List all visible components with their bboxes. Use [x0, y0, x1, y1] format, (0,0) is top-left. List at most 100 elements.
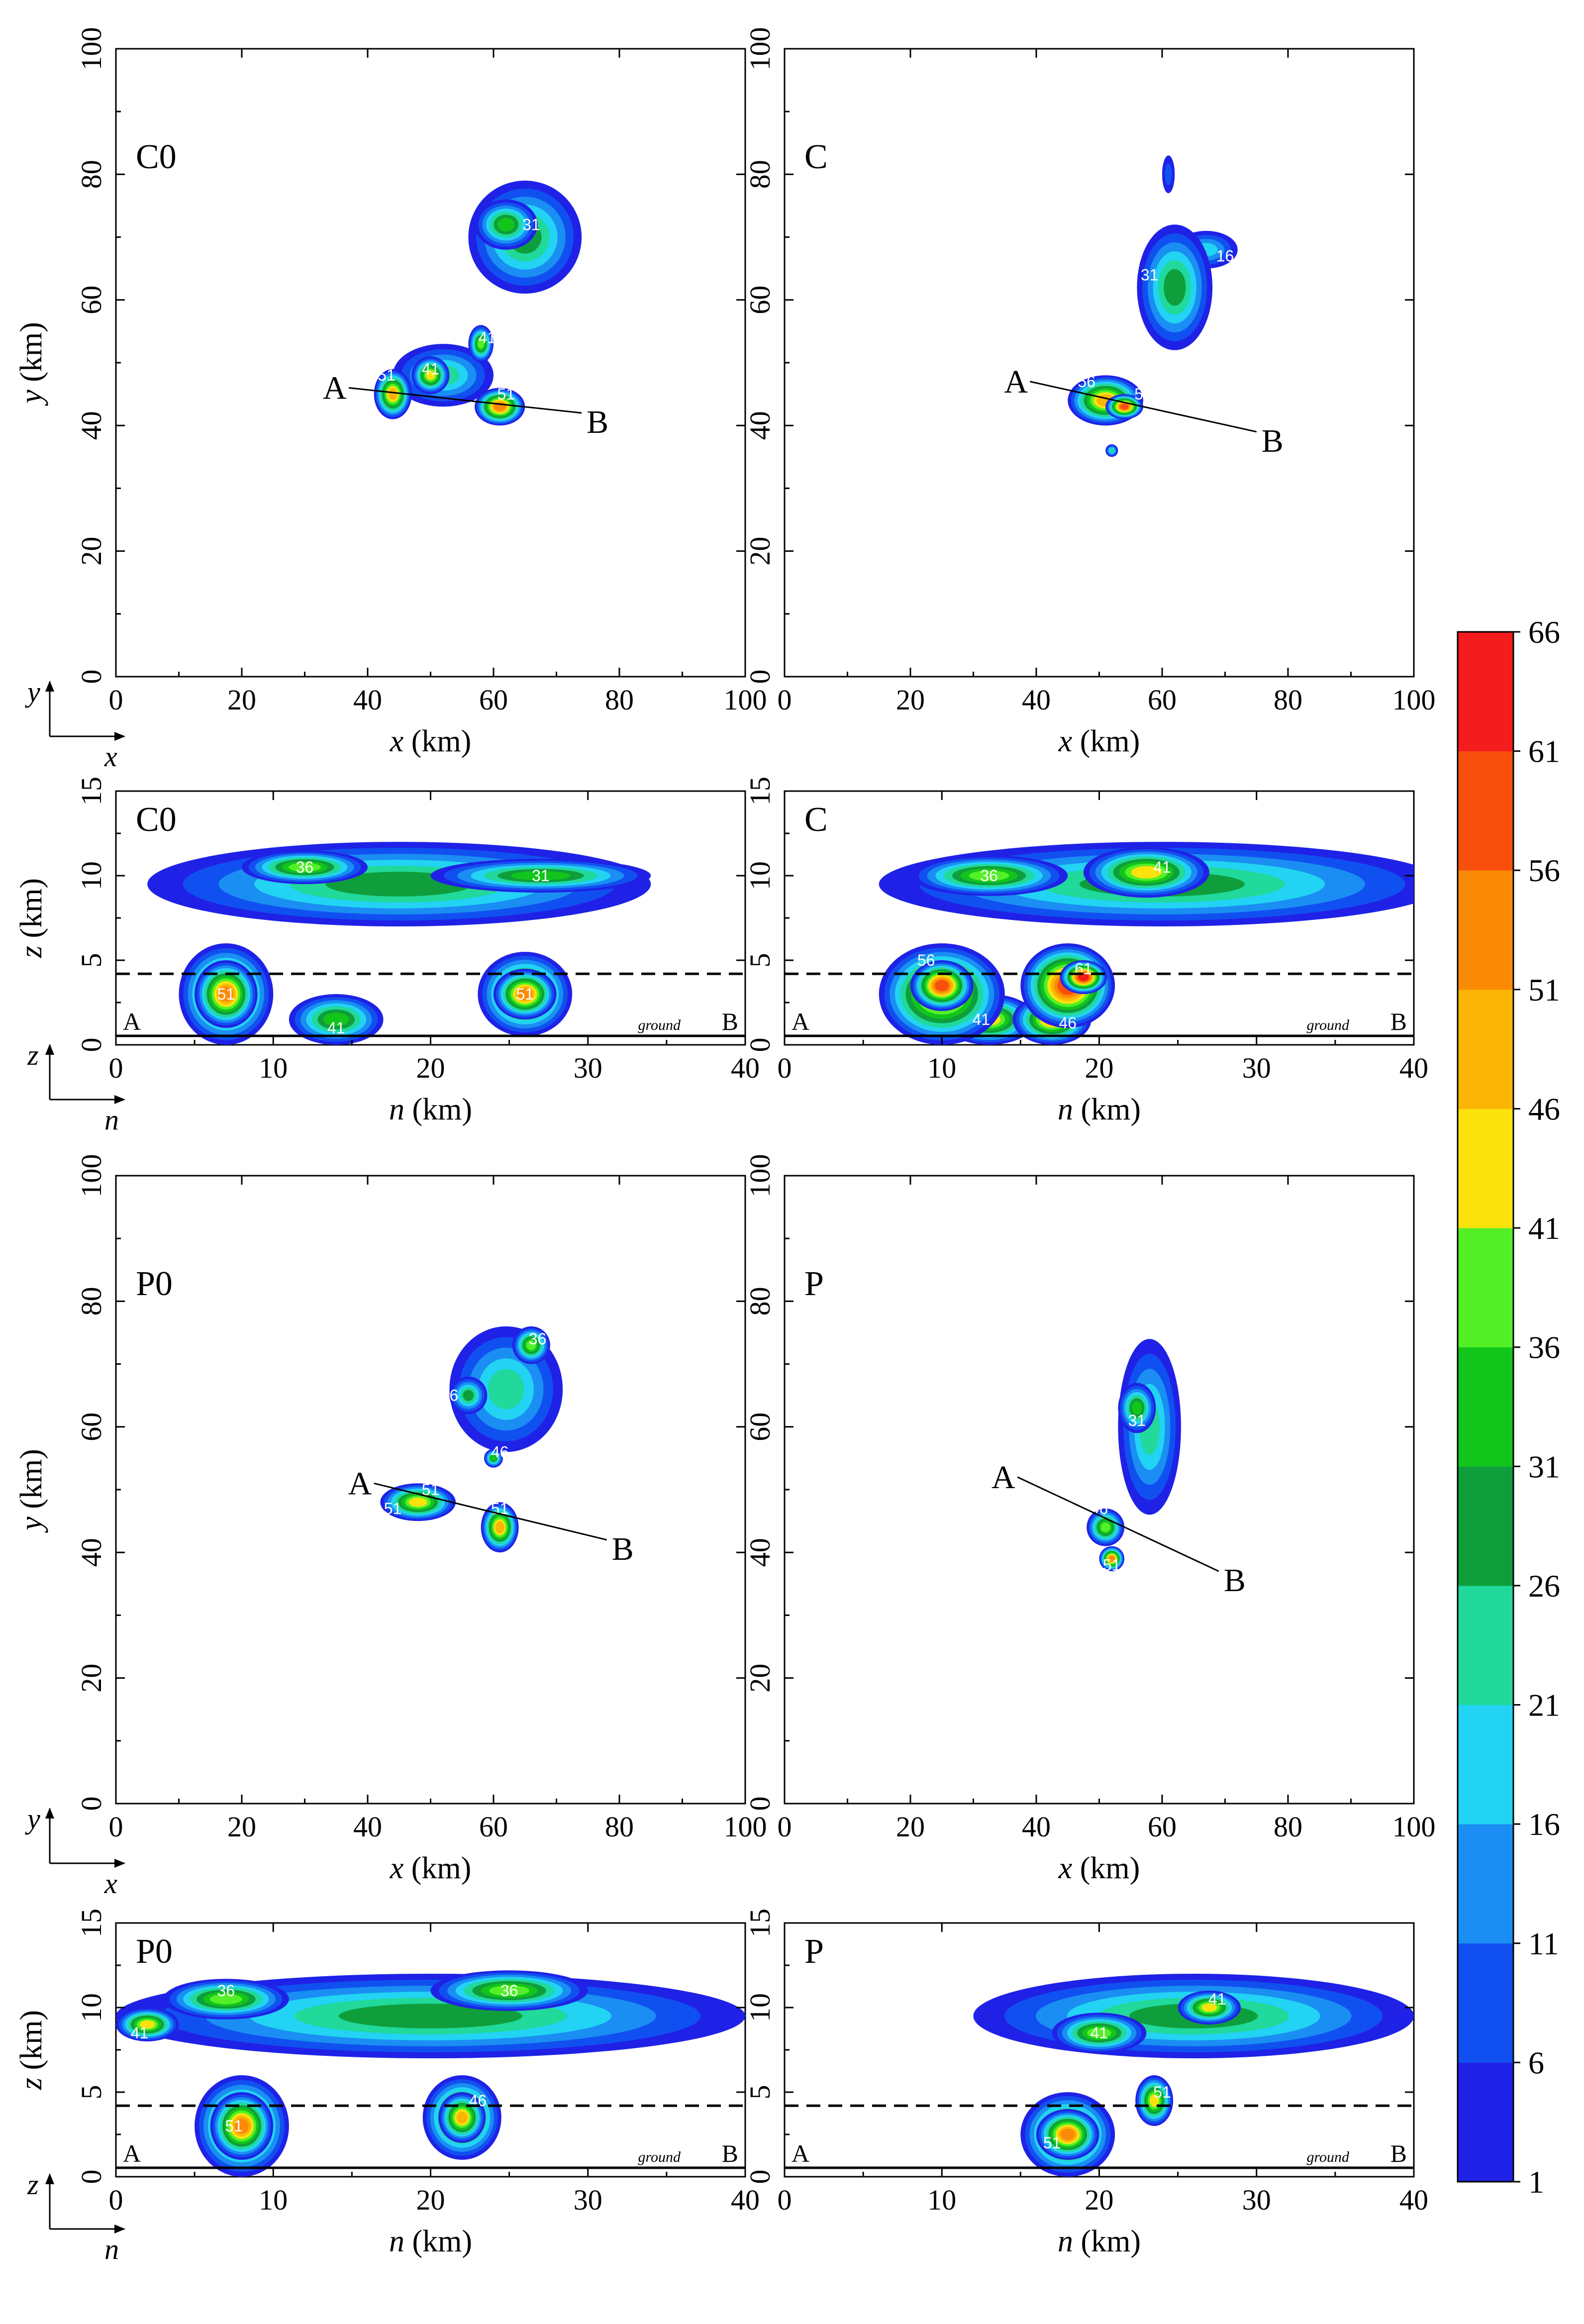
reflectivity-contour [1100, 1522, 1110, 1532]
panel-label: C [804, 138, 828, 176]
x-tick-label: 20 [896, 684, 925, 716]
x-tick-label: 80 [605, 684, 634, 716]
colorbar-band [1458, 751, 1513, 871]
contour-value-label: 46 [1059, 1014, 1077, 1032]
y-tick-label: 0 [75, 1797, 107, 1811]
reflectivity-contour [139, 2020, 155, 2029]
reflectivity-contour [388, 388, 397, 400]
x-tick-label: 80 [605, 1811, 634, 1843]
y-tick-label: 0 [744, 1797, 776, 1811]
contour-value-label: 51 [1103, 1556, 1121, 1574]
reflectivity-contour [408, 1497, 427, 1507]
x-tick-label: 0 [778, 1052, 792, 1084]
reflectivity-contour [1165, 163, 1172, 186]
contour-value-label: 36 [980, 867, 998, 885]
reflectivity-contour [426, 370, 435, 380]
reflectivity-contour [510, 871, 571, 881]
x-axis-title: x (km) [1058, 1851, 1140, 1885]
section-end-letter: B [1390, 1008, 1407, 1035]
reflectivity-contour [488, 1369, 524, 1410]
contour-value-label: 31 [532, 867, 550, 885]
section-start-letter: A [123, 2139, 141, 2167]
reflectivity-contour [1131, 866, 1162, 879]
y-axis-title: y (km) [14, 1449, 48, 1533]
colorbar-tick-label: 46 [1528, 1091, 1560, 1126]
up-arrowhead [45, 1808, 54, 1819]
reflectivity-contour [489, 1985, 530, 1996]
right-arrowhead [114, 2224, 125, 2233]
reflectivity-field [380, 1326, 563, 1553]
x-tick-label: 100 [724, 684, 767, 716]
colorbar-tick-label: 66 [1528, 614, 1560, 650]
y-tick-label: 0 [75, 2170, 107, 2184]
contour-value-label: 51 [378, 366, 396, 384]
section-start-letter: A [792, 1008, 809, 1035]
reflectivity-field [1087, 1339, 1181, 1572]
section-start-letter: A [123, 1008, 141, 1035]
x-tick-label: 0 [109, 2184, 123, 2216]
x-axis-title: n (km) [389, 1093, 472, 1126]
x-tick-label: 20 [896, 1811, 925, 1843]
y-tick-label: 5 [744, 953, 776, 968]
colorbar-band [1458, 1109, 1513, 1228]
reflectivity-contour [935, 980, 949, 992]
right-axis-letter: x [104, 740, 117, 773]
colorbar-band [1458, 2062, 1513, 2182]
up-axis-letter: z [27, 1039, 39, 1071]
y-tick-label: 5 [744, 2085, 776, 2100]
y-tick-label: 10 [744, 861, 776, 890]
cross-section-start-label: A [348, 1465, 372, 1502]
y-tick-label: 20 [744, 1664, 776, 1693]
x-tick-label: 80 [1274, 1811, 1302, 1843]
reflectivity-contour [209, 1994, 242, 2005]
x-tick-label: 40 [1399, 2184, 1428, 2216]
colorbar-band [1458, 1585, 1513, 1706]
cross-section-end-label: B [1262, 423, 1284, 459]
reflectivity-contour [1060, 2128, 1075, 2140]
reflectivity-contour [463, 1390, 474, 1401]
y-tick-label: 15 [744, 1909, 776, 1937]
x-axis-title: x (km) [390, 724, 472, 758]
cross-section-line [1017, 1476, 1219, 1572]
y-tick-label: 60 [75, 1413, 107, 1441]
x-tick-label: 10 [259, 2184, 288, 2216]
x-tick-label: 40 [1022, 1811, 1051, 1843]
x-tick-label: 100 [1392, 684, 1436, 716]
reflectivity-contour [517, 988, 532, 1000]
reflectivity-contour [1087, 2027, 1111, 2038]
y-tick-label: 0 [75, 1038, 107, 1052]
contour-value-label: 41 [131, 2024, 149, 2042]
orientation-glyph: zn [27, 1039, 125, 1136]
x-tick-label: 40 [1399, 1052, 1428, 1084]
x-tick-label: 0 [778, 684, 792, 716]
y-axis-title: z (km) [14, 2010, 48, 2090]
x-tick-label: 10 [259, 1052, 288, 1084]
reflectivity-contour [495, 1521, 504, 1533]
colorbar-tick-label: 61 [1528, 734, 1560, 769]
contour-value-label: 21 [1172, 1349, 1190, 1367]
colorbar-band [1458, 1824, 1513, 1944]
colorbar-tick-label: 11 [1528, 1926, 1559, 1961]
reflectivity-contour [497, 217, 515, 232]
y-tick-label: 40 [744, 411, 776, 440]
colorbar-frame [1457, 631, 1514, 2183]
up-arrowhead [45, 1044, 54, 1055]
reflectivity-contour [1132, 1401, 1142, 1415]
y-tick-label: 40 [75, 411, 107, 440]
y-tick-label: 80 [75, 1287, 107, 1315]
y-tick-label: 10 [75, 861, 107, 890]
x-tick-label: 20 [416, 1052, 445, 1084]
x-tick-label: 10 [927, 2184, 956, 2216]
reflectivity-contour [339, 2004, 522, 2028]
contour-value-label: 26 [441, 1387, 459, 1405]
contour-value-label: 51 [516, 985, 534, 1003]
up-arrowhead [45, 2173, 54, 2184]
reflectivity-contour [1120, 404, 1129, 409]
y-tick-label: 60 [744, 1413, 776, 1441]
reflectivity-contour [1164, 269, 1186, 306]
right-axis-letter: n [104, 2233, 119, 2265]
